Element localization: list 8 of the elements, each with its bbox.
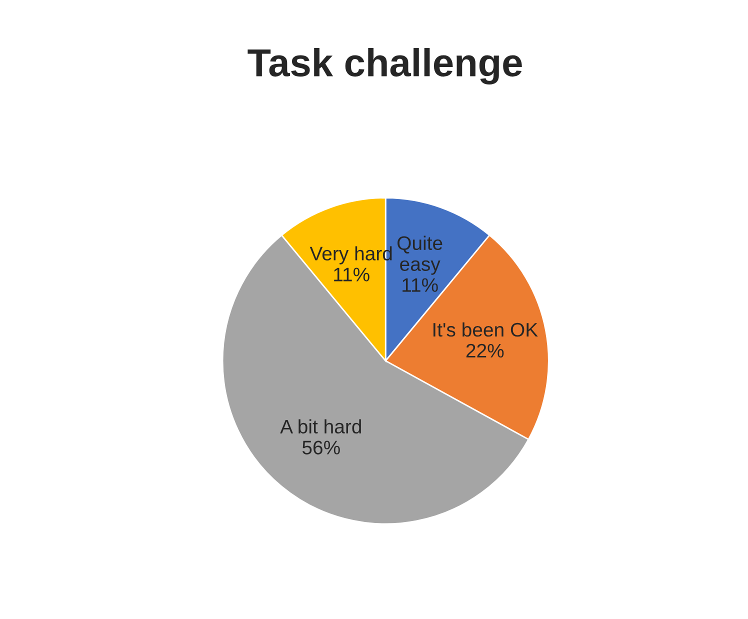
- slice-label: It's been OK: [434, 322, 538, 337]
- slice-label: Quite easy: [398, 236, 442, 275]
- data-label: 22%: [466, 344, 504, 358]
- chart-title: Task challenge: [248, 48, 522, 84]
- data-label: 11%: [334, 268, 370, 282]
- slice-label: A bit hard: [280, 419, 361, 434]
- data-label: 56%: [302, 440, 340, 454]
- data-label: 11%: [402, 278, 438, 292]
